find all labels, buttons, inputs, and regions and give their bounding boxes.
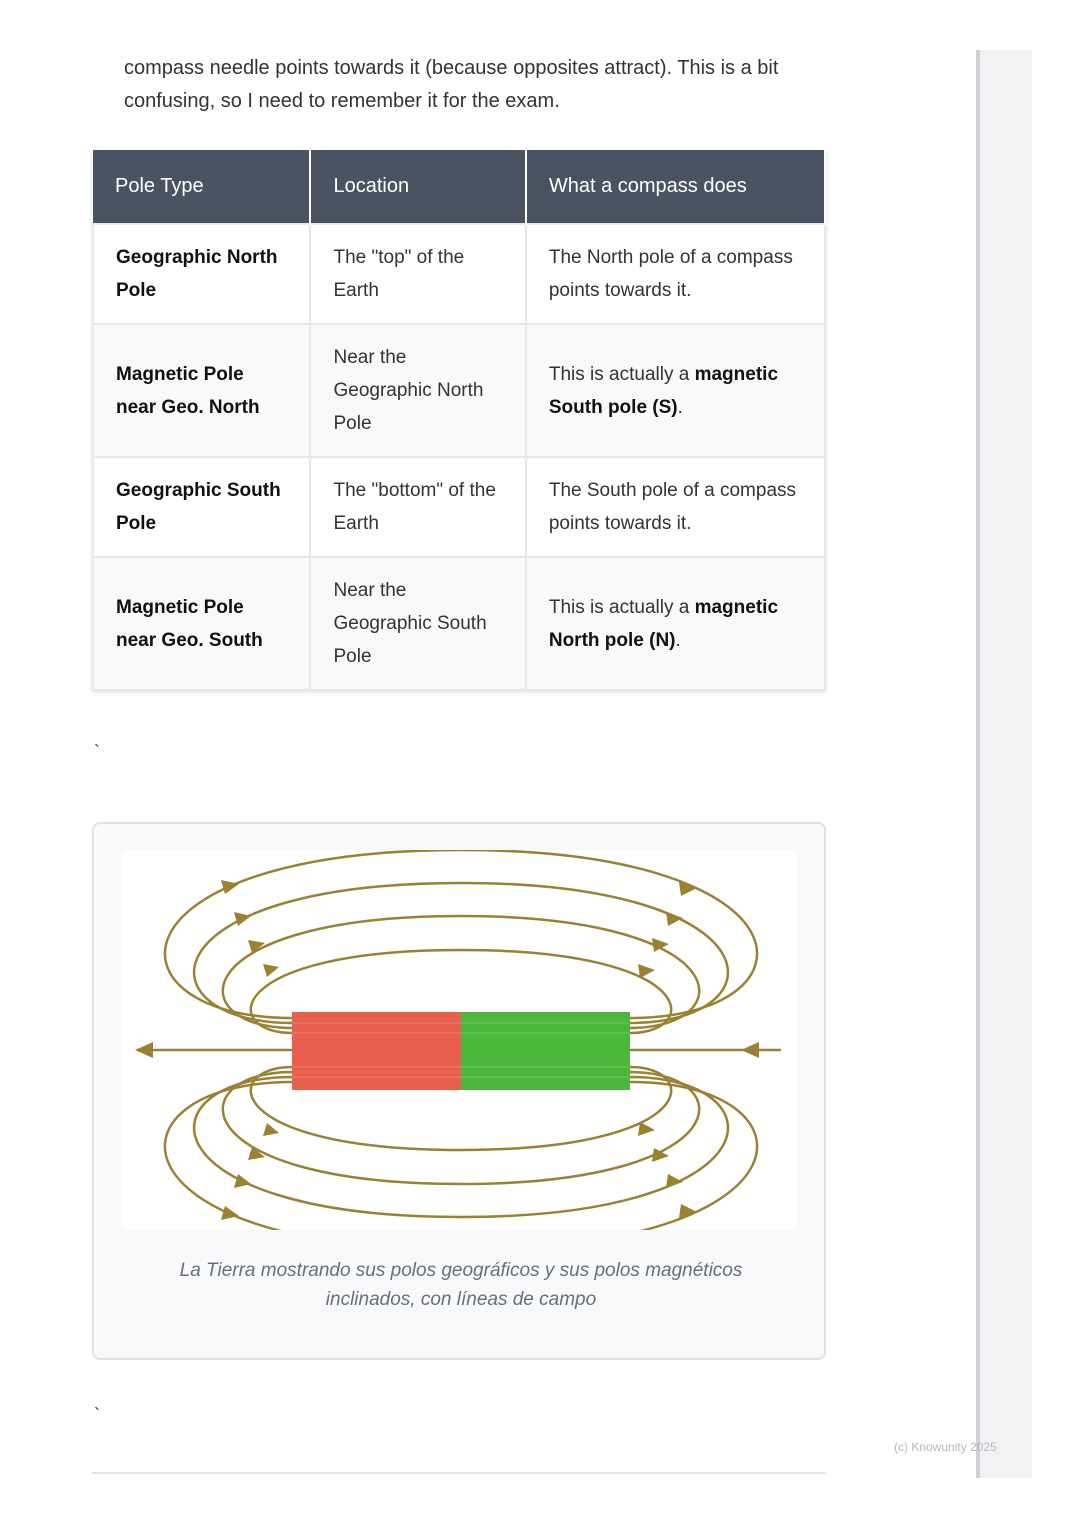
separator: ` [94,1405,100,1425]
magnet-north [292,1012,461,1090]
cell-text: The North pole of a compass points towar… [548,247,793,301]
bold-text: Geographic North Pole [116,247,278,301]
table-cell: The North pole of a compass points towar… [524,223,827,325]
figure: La Tierra mostrando sus polos geográfico… [92,822,826,1360]
cell-text: The "top" of the Earth [333,247,465,301]
table-cell: Near the Geographic South Pole [309,556,527,691]
cell-text: The "bottom" of the Earth [333,480,496,534]
header-cell: Location [310,150,527,224]
field-lines [137,850,781,1230]
bold-text: Geographic South Pole [116,480,281,534]
cell-text: The South pole of a compass points towar… [548,480,797,534]
table-cell: Magnetic Pole near Geo. North [91,323,312,458]
intro-text: compass needle points towards it (becaus… [124,57,779,112]
figure-caption: La Tierra mostrando sus polos geográfico… [179,1260,743,1310]
bold-text: magnetic South pole (S) [548,363,779,418]
cell-text: This is actually a [548,363,695,385]
table-cell: The "bottom" of the Earth [309,456,527,558]
table-cell: This is actually a magnetic North pole (… [524,556,827,691]
table-cell: Near the Geographic North Pole [309,323,527,458]
separator: ` [94,742,100,762]
bold-text: Magnetic Pole near Geo. North [116,363,260,418]
table-cell: The "top" of the Earth [309,223,527,325]
table-cell: Geographic North Pole [91,223,312,325]
sidebar [976,50,1032,1478]
table-cell: Geographic South Pole [91,456,312,558]
table-cell: Magnetic Pole near Geo. South [91,556,312,691]
magnet-south [461,1012,630,1090]
arrows [135,880,759,1220]
header-cell: Pole Type [93,150,312,224]
table-row: Magnetic Pole near Geo. North Near the Ge… [91,323,827,458]
magnet-diagram [121,850,797,1230]
bold-text: Magnetic Pole near Geo. South [116,596,263,651]
cell-text: Near the Geographic South Pole [333,580,487,667]
poles-table: Pole Type Location What a compass does Geog… [91,150,827,691]
table-row: Magnetic Pole near Geo. South Near the Ge… [91,556,827,691]
table-row: Geographic North Pole The "top" of the Ea… [91,223,827,325]
table-row: Geographic South Pole The "bottom" of the… [91,456,827,558]
table-cell: This is actually a magnetic South pole (… [524,323,827,458]
cell-text: . [677,396,683,418]
header-cell: What a compass does [525,150,827,224]
footer: (c) Knowunity 2025 [894,1440,997,1454]
cell-text: This is actually a [548,596,695,618]
bold-text: magnetic North pole (N) [548,596,779,651]
divider [92,1472,826,1474]
header-row: Pole Type Location What a compass does [93,150,827,224]
table-cell: The South pole of a compass points towar… [524,456,827,558]
cell-text: . [675,629,681,651]
cell-text: Near the Geographic North Pole [333,347,484,434]
